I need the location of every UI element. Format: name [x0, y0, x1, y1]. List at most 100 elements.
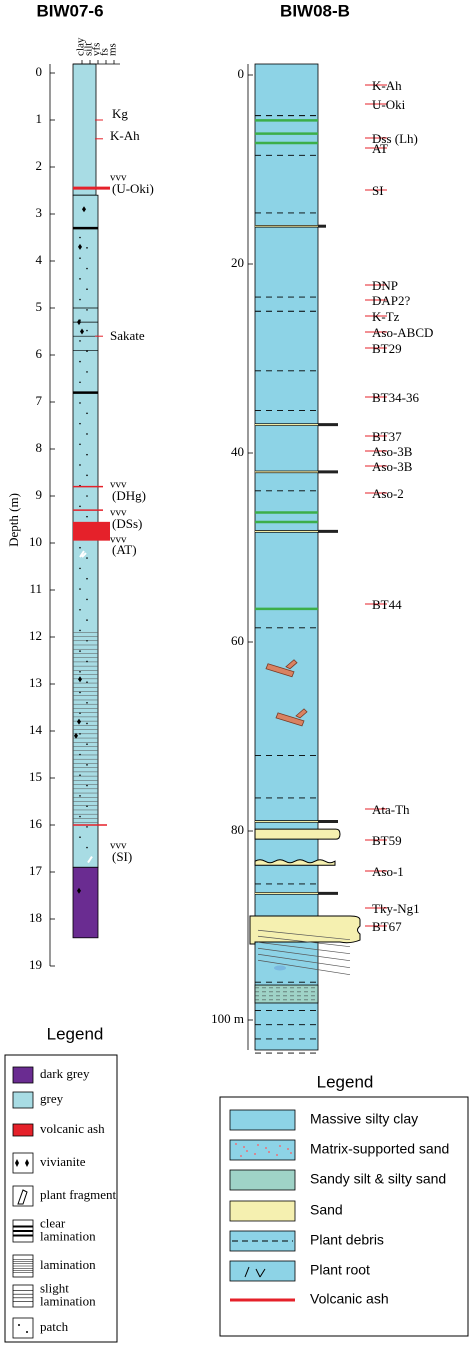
ash-label: (DHg)	[112, 488, 146, 503]
depth-tick-label: 11	[29, 581, 42, 596]
depth-label: Depth (m)	[6, 493, 21, 547]
ash-mark: vvv	[110, 507, 127, 519]
sand-dot	[276, 1154, 278, 1156]
ash-mark: vvv	[110, 534, 127, 546]
patch-dot	[79, 795, 81, 797]
vivianite	[15, 1159, 19, 1167]
legend-swatch	[229, 1109, 296, 1131]
patch-dot	[79, 629, 81, 632]
legend-label: clear	[40, 1215, 66, 1230]
tephra-label: K-Ah	[110, 128, 140, 143]
sand-dot	[235, 1143, 237, 1145]
tephra-label: BT59	[372, 833, 402, 848]
legend-swatch	[12, 1152, 34, 1174]
sand-dot	[257, 1144, 259, 1146]
tephra-label: Aso-2	[372, 486, 404, 501]
patch-dot	[79, 712, 81, 714]
legend-box	[4, 1054, 118, 1343]
legend-label: Plant root	[310, 1262, 370, 1278]
depth-tick-label: 0	[238, 66, 245, 81]
legend-swatch	[229, 1260, 296, 1282]
patch-dot	[86, 577, 88, 580]
patch-dot	[79, 464, 81, 466]
sand-bed	[254, 859, 336, 866]
matrix-sand	[274, 965, 286, 971]
vivianite	[25, 1159, 29, 1167]
vivianite	[82, 206, 86, 213]
patch-dot	[86, 329, 88, 332]
legend-label: lamination	[40, 1257, 96, 1272]
sandy-silt	[254, 984, 319, 1004]
depth-tick-label: 15	[29, 769, 42, 784]
legend-swatch	[12, 1066, 34, 1084]
patch-dot	[86, 660, 88, 663]
column	[72, 63, 97, 196]
patch-dot	[79, 815, 81, 818]
tephra-label: BT29	[372, 341, 402, 356]
patch-dot	[86, 371, 88, 373]
legend-label: Matrix-supported sand	[310, 1141, 449, 1157]
legend-label: lamination	[40, 1228, 96, 1243]
patch-dot	[86, 288, 88, 291]
patch-dot	[86, 681, 88, 683]
legend-swatch	[12, 1123, 34, 1137]
grain-size-label: silt	[83, 43, 95, 56]
patch-dot	[79, 774, 81, 776]
patch-dot	[79, 753, 81, 756]
line	[257, 953, 351, 969]
patch-dot	[26, 1331, 28, 1333]
patch-dot	[79, 608, 81, 611]
depth-tick-label: 4	[36, 252, 43, 267]
legend-label: dark grey	[40, 1066, 90, 1081]
sand-bed	[254, 828, 341, 840]
tephra-label: AT	[372, 141, 388, 156]
patch-dot	[86, 784, 88, 787]
patch-dot	[86, 412, 88, 415]
ash-mark: vvv	[110, 172, 127, 184]
line	[257, 941, 351, 955]
plant-fragment	[79, 550, 93, 864]
patch-dot	[86, 557, 88, 559]
legend-label: Sand	[310, 1202, 343, 1218]
patch-dot	[86, 350, 88, 353]
legend-title: Legend	[317, 1072, 374, 1091]
patch-dot	[86, 639, 88, 642]
patch-dot	[86, 433, 88, 435]
sand-dot	[268, 1151, 270, 1153]
patch-dot	[86, 598, 88, 601]
depth-tick-label: 3	[36, 205, 43, 220]
plant-fragment	[275, 708, 308, 727]
ash-label: (DSs)	[112, 516, 142, 531]
patch-dot	[86, 826, 88, 828]
patch-dot	[79, 546, 81, 549]
sand-dot	[240, 1155, 242, 1157]
depth-tick-label: 17	[29, 863, 43, 878]
patch-dot	[86, 805, 88, 807]
patch-dot	[79, 670, 81, 673]
sand-dot	[287, 1148, 289, 1150]
tephra-label: K-Ah	[372, 78, 402, 93]
vivianite	[74, 732, 78, 739]
grain-size-label: fs	[99, 48, 111, 56]
legend-label: slight	[40, 1280, 69, 1295]
legend-label: Volcanic ash	[310, 1291, 389, 1307]
ash-label: (SI)	[112, 849, 132, 864]
sand-dot	[279, 1145, 281, 1147]
patch-dot	[18, 1324, 20, 1326]
patch-dot	[86, 619, 88, 621]
grain-size-label: ms	[107, 43, 119, 56]
legend-swatch	[229, 1139, 296, 1161]
legend-box	[219, 1096, 469, 1337]
patch-dot	[86, 515, 88, 518]
vivianite	[77, 887, 81, 894]
legend-label: Sandy silt & silty sand	[310, 1171, 446, 1187]
tephra-label: U-Oki	[372, 97, 406, 112]
legend-swatch	[12, 1284, 34, 1308]
patch-dot	[79, 733, 81, 735]
patch-dot	[79, 381, 81, 384]
patch-dot	[86, 722, 88, 725]
legend-title: Legend	[47, 1024, 104, 1043]
patch-dot	[79, 650, 81, 652]
vivianite	[77, 319, 81, 326]
patch-dot	[79, 402, 81, 404]
